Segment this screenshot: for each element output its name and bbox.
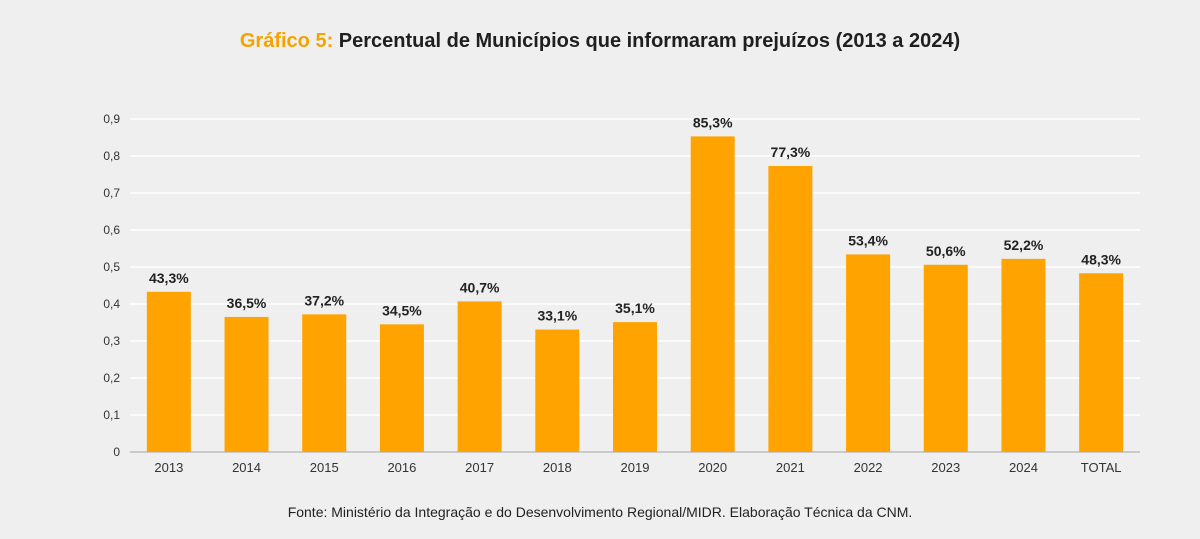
bar-2015: [302, 314, 347, 452]
x-tick-label: 2023: [931, 460, 960, 475]
data-label: 77,3%: [771, 144, 811, 160]
source-note: Fonte: Ministério da Integração e do Des…: [287, 504, 913, 520]
y-tick-label: 0,6: [103, 223, 120, 237]
bar-2021: [768, 165, 813, 453]
y-tick-label: 0: [113, 445, 120, 459]
x-tick-label: 2013: [154, 460, 183, 475]
bar-2017: [457, 301, 502, 452]
bar-2019: [613, 322, 657, 452]
data-label: 43,3%: [149, 270, 189, 286]
data-label: 40,7%: [460, 279, 500, 295]
chart-title: Gráfico 5: Percentual de Municípios que …: [0, 30, 1200, 53]
x-tick-label: 2016: [387, 460, 416, 475]
y-tick-label: 0,4: [103, 297, 120, 311]
bar-2023: [923, 264, 968, 452]
x-axis-ticks: 2013 2014 2015 2016 2017 2018 2019 2020 2021 2022…: [154, 460, 1121, 475]
data-label: 34,5%: [382, 302, 422, 318]
x-tick-label: 2022: [854, 460, 883, 475]
chart-title-main: Percentual de Municípios que informaram …: [338, 30, 961, 52]
y-tick-label: 0,7: [103, 186, 120, 200]
bars: [146, 136, 1124, 453]
y-tick-label: 0,8: [103, 149, 120, 163]
x-tick-label: 2014: [232, 460, 261, 475]
data-label: 48,3%: [1081, 251, 1121, 267]
chart-title-prefix: Gráfico 5:: [239, 30, 334, 52]
x-tick-label: 2017: [465, 460, 494, 475]
x-tick-label: 2024: [1009, 460, 1038, 475]
x-tick-label: 2015: [310, 460, 339, 475]
data-label: 37,2%: [304, 292, 344, 308]
x-tick-label: 2019: [621, 460, 650, 475]
y-tick-label: 0,2: [103, 371, 120, 385]
y-tick-label: 0,1: [103, 408, 120, 422]
data-label: 53,4%: [848, 232, 888, 248]
bar-total: [1079, 273, 1124, 452]
x-tick-label: 2018: [543, 460, 572, 475]
gridlines: [130, 118, 1140, 453]
bar-2020: [690, 136, 735, 452]
x-tick-label: TOTAL: [1081, 460, 1122, 475]
bar-2024: [1001, 258, 1046, 452]
y-tick-label: 0,9: [103, 112, 120, 126]
data-label: 52,2%: [1004, 237, 1044, 253]
bar-2018: [535, 329, 580, 452]
x-tick-label: 2020: [698, 460, 727, 475]
x-tick-label: 2021: [776, 460, 805, 475]
bar-2013: [146, 291, 191, 452]
bar-2016: [379, 324, 424, 452]
data-label: 33,1%: [537, 308, 577, 324]
data-label: 85,3%: [693, 114, 733, 130]
bar-2014: [224, 316, 269, 452]
y-tick-label: 0,3: [103, 334, 120, 348]
bar-2022: [846, 254, 891, 452]
data-label: 36,5%: [227, 295, 267, 311]
y-axis-ticks: 0 0,1 0,2 0,3 0,4 0,5 0,6 0,7 0,8 0,9: [103, 112, 120, 459]
y-tick-label: 0,5: [103, 260, 120, 274]
data-label: 50,6%: [926, 243, 966, 259]
data-label: 35,1%: [615, 300, 655, 316]
data-labels: 43,3% 36,5% 37,2% 34,5% 40,7% 33,1% 35,1% 85,3%…: [149, 114, 1122, 323]
